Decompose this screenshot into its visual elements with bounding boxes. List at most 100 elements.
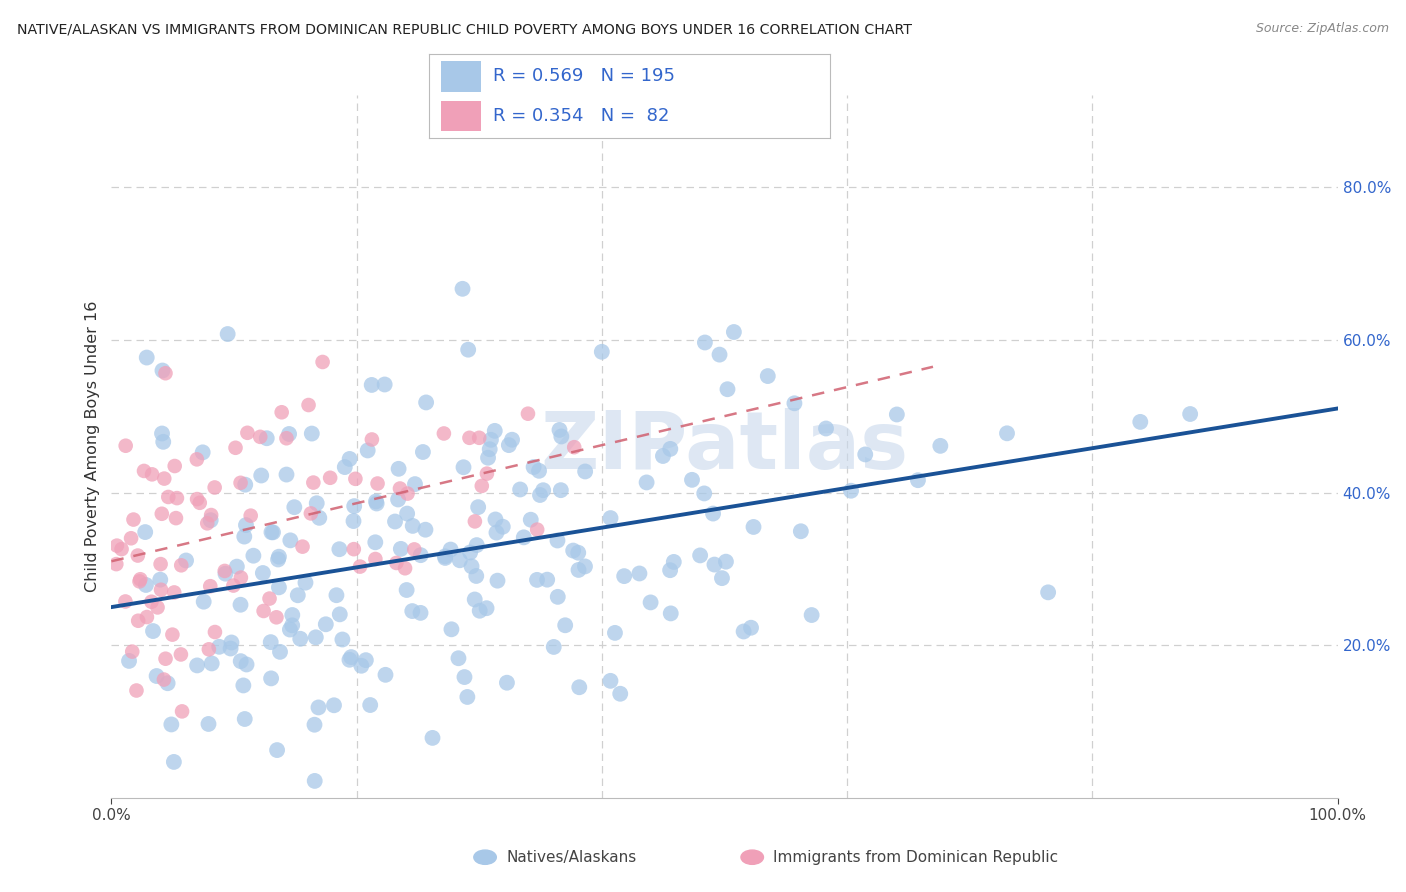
Point: [162, 627, 184, 641]
Point: [252, 566, 274, 580]
Point: [339, 452, 361, 467]
Point: [260, 525, 283, 540]
Point: [186, 492, 208, 507]
Point: [550, 483, 572, 498]
Point: [333, 460, 356, 475]
Point: [225, 559, 247, 574]
Point: [325, 588, 347, 602]
Point: [486, 574, 509, 588]
Point: [790, 524, 813, 539]
Point: [315, 617, 337, 632]
Point: [122, 512, 145, 526]
Point: [229, 475, 252, 490]
Point: [613, 569, 636, 583]
Point: [453, 460, 475, 475]
Point: [132, 464, 155, 478]
Point: [531, 483, 554, 498]
Point: [689, 549, 711, 563]
Point: [364, 494, 387, 508]
Point: [120, 531, 142, 545]
Point: [662, 555, 685, 569]
Point: [235, 518, 257, 533]
Point: [659, 442, 682, 456]
Point: [458, 545, 481, 559]
Point: [121, 645, 143, 659]
Point: [304, 773, 326, 788]
Bar: [441, 101, 481, 131]
Point: [367, 476, 389, 491]
Point: [278, 427, 301, 442]
Point: [146, 600, 169, 615]
Point: [127, 549, 149, 563]
Point: [110, 542, 132, 557]
Point: [467, 500, 489, 515]
Point: [163, 755, 186, 769]
Point: [447, 651, 470, 665]
Point: [229, 571, 252, 585]
Point: [714, 555, 737, 569]
Point: [536, 573, 558, 587]
Point: [304, 717, 326, 731]
Point: [359, 698, 381, 712]
Point: [364, 552, 387, 566]
Point: [125, 683, 148, 698]
Point: [200, 579, 222, 593]
Point: [311, 355, 333, 369]
Point: [165, 511, 187, 525]
Point: [529, 488, 551, 502]
Point: [567, 546, 589, 560]
Point: [262, 525, 284, 540]
Point: [465, 569, 488, 583]
Point: [308, 700, 330, 714]
Point: [276, 431, 298, 445]
Point: [260, 635, 283, 649]
Point: [709, 348, 731, 362]
Point: [208, 640, 231, 654]
Point: [186, 658, 208, 673]
Point: [485, 525, 508, 540]
Point: [496, 675, 519, 690]
Point: [221, 635, 243, 649]
Point: [166, 491, 188, 505]
Point: [170, 648, 193, 662]
Point: [339, 653, 361, 667]
Point: [343, 499, 366, 513]
Point: [652, 449, 675, 463]
Point: [546, 533, 568, 548]
Point: [1036, 585, 1059, 599]
Point: [204, 625, 226, 640]
Point: [464, 515, 486, 529]
Point: [283, 500, 305, 515]
Point: [329, 607, 352, 622]
Point: [574, 559, 596, 574]
Point: [219, 641, 242, 656]
Point: [276, 467, 298, 482]
Point: [135, 351, 157, 365]
Point: [163, 458, 186, 473]
Point: [453, 670, 475, 684]
Point: [200, 508, 222, 522]
Point: [402, 519, 425, 533]
Point: [156, 676, 179, 690]
Point: [319, 471, 342, 485]
Point: [475, 601, 498, 615]
Point: [135, 610, 157, 624]
Point: [149, 557, 172, 571]
Text: Source: ZipAtlas.com: Source: ZipAtlas.com: [1256, 22, 1389, 36]
Point: [756, 369, 779, 384]
Point: [907, 473, 929, 487]
Point: [693, 486, 716, 500]
Point: [659, 607, 682, 621]
Point: [197, 717, 219, 731]
Point: [839, 483, 862, 498]
Point: [129, 572, 152, 586]
Point: [433, 426, 456, 441]
Point: [252, 604, 274, 618]
Point: [599, 673, 621, 688]
Point: [239, 508, 262, 523]
Bar: [441, 62, 481, 92]
Point: [387, 492, 409, 507]
Point: [716, 382, 738, 396]
Point: [134, 524, 156, 539]
Point: [150, 507, 173, 521]
